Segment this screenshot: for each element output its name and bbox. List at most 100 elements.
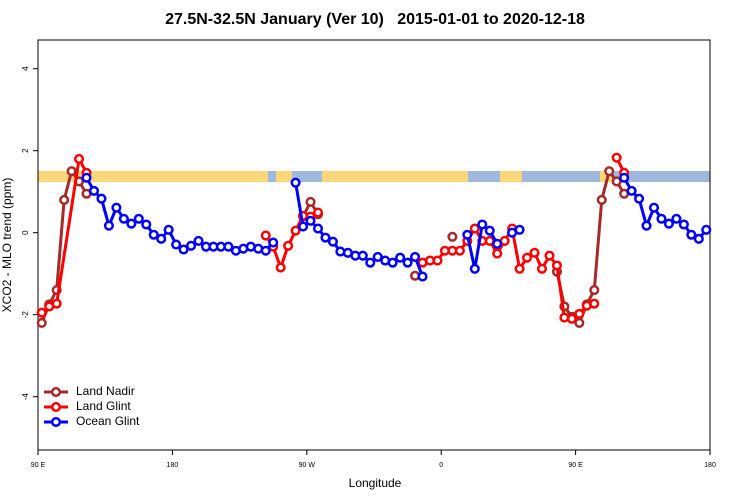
y-tick-label: 2 <box>21 148 30 153</box>
plot-frame <box>37 39 711 451</box>
data-point <box>678 219 689 230</box>
data-point <box>290 177 301 188</box>
data-point <box>634 193 645 204</box>
strip-land <box>600 171 612 182</box>
data-point <box>454 245 465 256</box>
data-point <box>111 202 122 213</box>
data-point <box>283 240 294 251</box>
data-point <box>656 213 667 224</box>
data-point <box>320 232 331 243</box>
data-point <box>298 221 309 232</box>
data-point <box>544 250 555 261</box>
data-point <box>469 223 480 234</box>
data-point <box>312 223 324 234</box>
x-tick-label: 180 <box>704 462 716 469</box>
data-point <box>604 166 615 177</box>
legend-label: Land Glint <box>76 399 131 413</box>
data-point <box>663 218 674 229</box>
x-tick-label: 90 E <box>31 462 46 469</box>
data-point <box>484 225 495 236</box>
data-point <box>223 241 234 252</box>
legend-label: Ocean Glint <box>76 414 140 428</box>
data-point <box>641 220 652 231</box>
strip-land <box>322 171 428 182</box>
data-point <box>171 239 182 250</box>
data-point <box>290 225 301 236</box>
data-point <box>387 257 398 268</box>
legend-label: Land Nadir <box>76 384 135 398</box>
data-point <box>596 194 607 205</box>
strip-land <box>38 171 268 182</box>
data-point <box>186 240 197 251</box>
data-point <box>693 233 704 244</box>
x-tick-label: 0 <box>439 462 443 469</box>
data-point <box>103 220 114 231</box>
data-point <box>141 219 152 230</box>
data-point <box>51 298 62 309</box>
strip-land <box>428 171 468 182</box>
legend-marker <box>50 401 62 413</box>
x-tick-label: 180 <box>167 462 179 469</box>
data-point <box>410 251 421 262</box>
data-point <box>432 255 443 266</box>
data-point <box>522 252 533 263</box>
data-point <box>566 313 577 324</box>
data-point <box>686 229 697 240</box>
y-tick-label: -4 <box>21 393 30 401</box>
y-tick-label: 0 <box>21 230 30 235</box>
legend-marker <box>50 386 62 398</box>
data-point <box>492 238 503 249</box>
strip-land <box>500 171 522 182</box>
data-point <box>66 166 77 177</box>
legend-marker <box>50 416 62 428</box>
data-point <box>611 176 622 187</box>
data-point <box>178 244 189 255</box>
data-point <box>514 263 525 274</box>
data-point <box>402 257 413 268</box>
data-point <box>275 262 286 273</box>
data-point <box>327 236 338 247</box>
data-point <box>88 185 100 196</box>
x-axis-label: Longitude <box>349 476 402 490</box>
data-point <box>163 224 174 235</box>
data-point <box>551 260 562 271</box>
data-point <box>417 271 428 282</box>
x-tick-label: 90 E <box>568 462 583 469</box>
y-tick-label: -2 <box>21 311 30 319</box>
data-point <box>268 237 279 248</box>
data-point <box>260 245 271 256</box>
data-point <box>514 224 525 235</box>
x-tick-label: 90 W <box>299 462 316 469</box>
data-point <box>305 196 316 207</box>
y-axis-label: XCO2 - MLO trend (ppm) <box>0 178 14 313</box>
data-point <box>357 250 368 261</box>
data-point <box>469 263 480 274</box>
data-point <box>529 247 540 258</box>
data-point <box>372 251 383 262</box>
y-tick-label: 4 <box>21 66 30 71</box>
data-point <box>74 153 85 164</box>
data-point <box>126 218 137 229</box>
data-point <box>619 172 630 183</box>
data-point <box>59 194 70 205</box>
data-point <box>365 257 376 268</box>
data-point <box>589 285 600 296</box>
data-point <box>193 235 204 246</box>
data-point <box>589 298 600 309</box>
data-point <box>96 193 107 204</box>
data-point <box>574 317 585 328</box>
chart-title: 27.5N-32.5N January (Ver 10) 2015-01-01 … <box>165 11 585 28</box>
surface-strip <box>38 171 710 182</box>
data-point <box>447 231 458 242</box>
series-line <box>40 167 626 326</box>
data-point <box>671 213 682 224</box>
data-point <box>312 207 324 218</box>
data-point <box>574 308 585 319</box>
data-point <box>648 202 660 213</box>
data-point <box>36 317 47 328</box>
data-point <box>477 219 488 230</box>
data-point <box>536 263 548 274</box>
data-point <box>492 248 503 259</box>
data-point <box>36 307 47 318</box>
